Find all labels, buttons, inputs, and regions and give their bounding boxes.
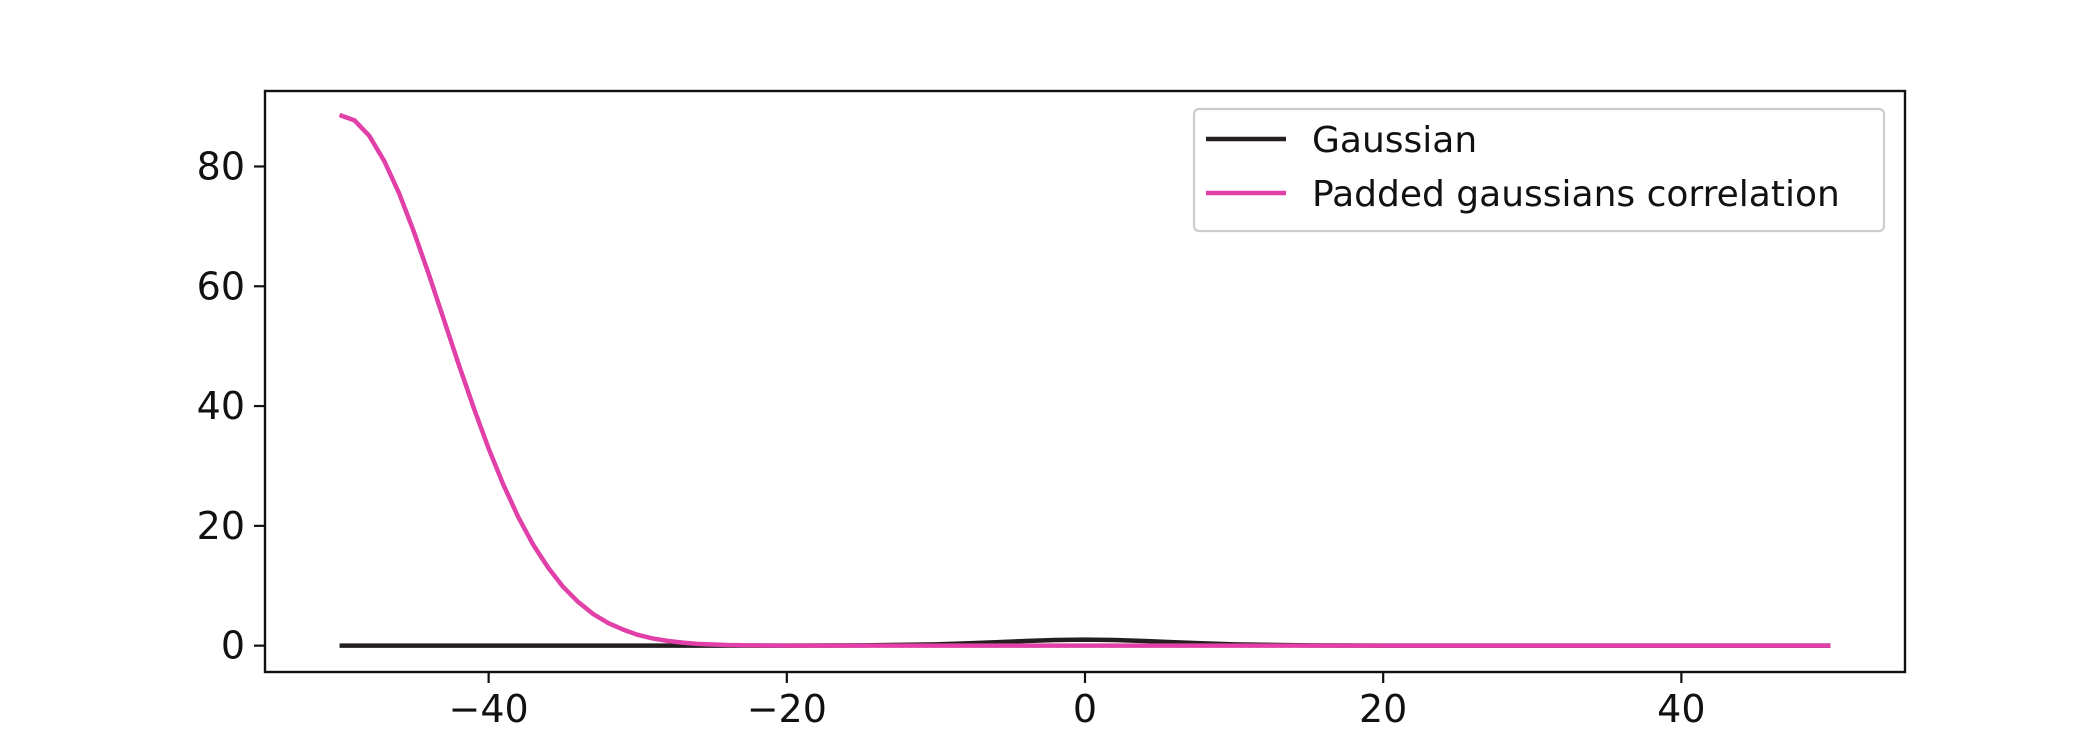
y-tick-label: 20 bbox=[197, 504, 245, 548]
series-layer bbox=[338, 112, 1831, 648]
x-tick-label: −40 bbox=[449, 687, 529, 731]
x-tick-label: 20 bbox=[1359, 687, 1407, 731]
legend-box bbox=[1192, 107, 1886, 233]
y-tick-label: 0 bbox=[221, 624, 245, 668]
legend: Gaussian Padded gaussians correlation bbox=[1192, 107, 1886, 233]
y-axis: 0 20 40 60 80 bbox=[197, 144, 265, 668]
y-tick-label: 40 bbox=[197, 384, 245, 428]
legend-label: Gaussian bbox=[1312, 120, 1477, 161]
legend-label: Padded gaussians correlation bbox=[1312, 174, 1840, 215]
x-tick-label: −20 bbox=[747, 687, 827, 731]
y-tick-label: 60 bbox=[197, 264, 245, 308]
series-line-2 bbox=[338, 112, 1831, 648]
x-tick-label: 0 bbox=[1073, 687, 1097, 731]
x-tick-label: 40 bbox=[1657, 687, 1705, 731]
x-axis: −40 −20 0 20 40 bbox=[449, 672, 1706, 731]
y-tick-label: 80 bbox=[197, 144, 245, 188]
